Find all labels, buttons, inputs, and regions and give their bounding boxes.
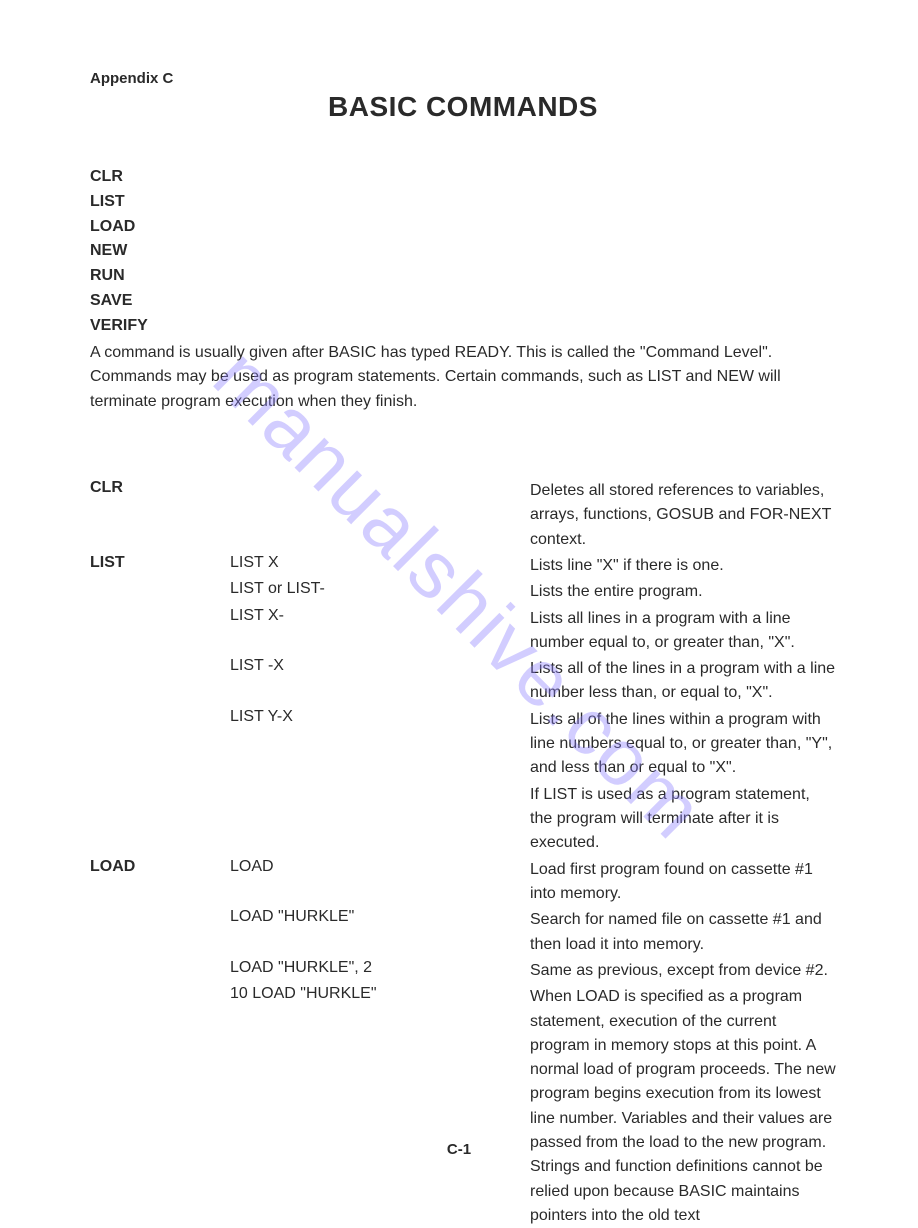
- table-row: LISTLIST XLists line "X" if there is one…: [90, 554, 836, 578]
- intro-paragraph: A command is usually given after BASIC h…: [90, 341, 836, 415]
- command-list: CLRLISTLOADNEWRUNSAVEVERIFY: [90, 165, 836, 339]
- table-row: LIST or LIST-Lists the entire program.: [90, 580, 836, 604]
- command-syntax-cell: LIST X-: [230, 607, 530, 625]
- command-description-cell: Lists the entire program.: [530, 580, 836, 604]
- command-list-item: VERIFY: [90, 314, 836, 339]
- command-list-item: LIST: [90, 190, 836, 215]
- command-description-cell: Lists all lines in a program with a line…: [530, 607, 836, 656]
- table-row: If LIST is used as a program statement, …: [90, 783, 836, 856]
- command-syntax-cell: LIST Y-X: [230, 708, 530, 726]
- command-name-cell: LOAD: [90, 858, 230, 876]
- command-description-cell: When LOAD is specified as a program stat…: [530, 985, 836, 1228]
- command-description-cell: Lists all of the lines within a program …: [530, 708, 836, 781]
- command-list-item: CLR: [90, 165, 836, 190]
- table-row: 10 LOAD "HURKLE"When LOAD is specified a…: [90, 985, 836, 1228]
- table-row: LOAD "HURKLE"Search for named file on ca…: [90, 908, 836, 957]
- command-description-cell: If LIST is used as a program statement, …: [530, 783, 836, 856]
- command-syntax-cell: LIST or LIST-: [230, 580, 530, 598]
- command-syntax-cell: LIST X: [230, 554, 530, 572]
- command-list-item: NEW: [90, 239, 836, 264]
- command-description-cell: Lists line "X" if there is one.: [530, 554, 836, 578]
- table-row: LIST X-Lists all lines in a program with…: [90, 607, 836, 656]
- command-name-cell: CLR: [90, 479, 230, 497]
- command-syntax-cell: 10 LOAD "HURKLE": [230, 985, 530, 1003]
- command-list-item: LOAD: [90, 215, 836, 240]
- command-description-cell: Same as previous, except from device #2.: [530, 959, 836, 983]
- appendix-label: Appendix C: [90, 70, 836, 87]
- command-list-item: RUN: [90, 264, 836, 289]
- command-name-cell: LIST: [90, 554, 230, 572]
- table-row: LIST Y-XLists all of the lines within a …: [90, 708, 836, 781]
- table-row: LOADLOADLoad first program found on cass…: [90, 858, 836, 907]
- command-table: CLR Deletes all stored references to vari…: [90, 479, 836, 1228]
- command-description-cell: Lists all of the lines in a program with…: [530, 657, 836, 706]
- table-row: LIST -XLists all of the lines in a progr…: [90, 657, 836, 706]
- command-description-cell: Search for named file on cassette #1 and…: [530, 908, 836, 957]
- command-list-item: SAVE: [90, 289, 836, 314]
- command-description-cell: Load first program found on cassette #1 …: [530, 858, 836, 907]
- command-syntax-cell: LOAD "HURKLE", 2: [230, 959, 530, 977]
- table-row: CLR Deletes all stored references to vari…: [90, 479, 836, 552]
- page-title: BASIC COMMANDS: [90, 91, 836, 123]
- command-syntax-cell: LIST -X: [230, 657, 530, 675]
- command-syntax-cell: LOAD "HURKLE": [230, 908, 530, 926]
- table-row: LOAD "HURKLE", 2Same as previous, except…: [90, 959, 836, 983]
- command-syntax-cell: LOAD: [230, 858, 530, 876]
- page-number: C-1: [0, 1141, 918, 1158]
- command-description-cell: Deletes all stored references to variabl…: [530, 479, 836, 552]
